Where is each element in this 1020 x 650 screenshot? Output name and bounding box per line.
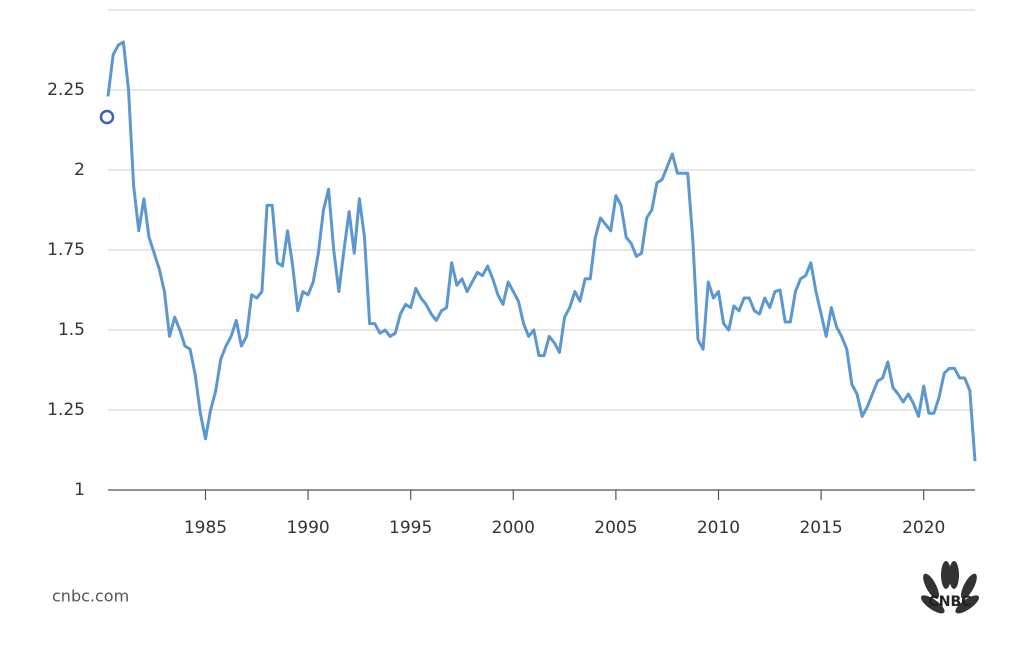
x-tick-label: 2020 — [902, 518, 945, 538]
plot: 1 1.25 1.5 1.75 2 2.25 1985 1990 1995 2000 2005 201… — [47, 9, 977, 538]
x-tick-label: 2000 — [492, 518, 535, 538]
source: cnbc.com — [52, 587, 129, 606]
y-tick-label: 2.25 — [47, 80, 85, 100]
hover-marker — [99, 109, 115, 125]
y-tick-label: 1 — [74, 480, 85, 500]
x-tick-label: 1985 — [184, 518, 227, 538]
y-tick-label: 2 — [74, 160, 85, 180]
y-tick-label: 1.5 — [58, 320, 85, 340]
y-tick-label: 1.25 — [47, 400, 85, 420]
x-tick-label: 1995 — [389, 518, 432, 538]
logo: CNBC — [920, 561, 980, 614]
y-tick-label: 1.75 — [47, 240, 85, 260]
line-series — [106, 40, 977, 462]
x-tick-label: 2005 — [594, 518, 637, 538]
logo-text: CNBC — [929, 594, 972, 610]
x-tick-label: 1990 — [286, 518, 329, 538]
x-tick-label: 2010 — [697, 518, 740, 538]
x-tick-label: 2015 — [799, 518, 842, 538]
